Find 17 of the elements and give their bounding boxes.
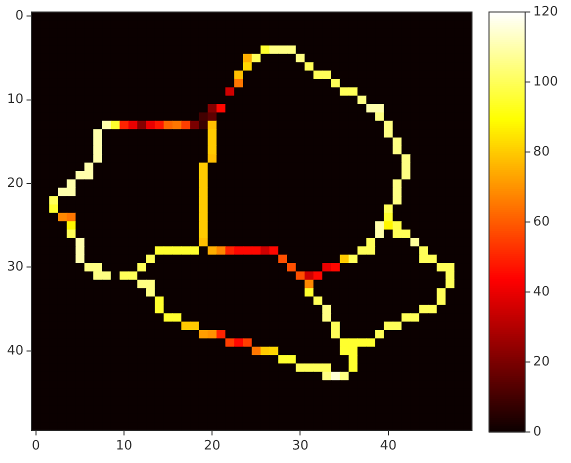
y-tick-label: 30: [6, 260, 24, 275]
color-bar-label: 20: [533, 354, 550, 370]
color-bar-label: 60: [533, 214, 550, 230]
color-bar-label: 120: [533, 4, 558, 20]
x-tick-label: 10: [116, 438, 132, 454]
x-tick-label: 0: [32, 438, 40, 454]
x-tick-label: 20: [204, 438, 220, 454]
color-bar-label: 0: [533, 424, 542, 440]
y-tick-label: 0: [15, 8, 24, 24]
color-bar-label: 100: [533, 74, 558, 90]
color-bar-label: 40: [533, 284, 550, 300]
x-tick-label: 30: [292, 438, 308, 454]
color-bar-label: 80: [533, 144, 550, 160]
y-tick-label: 10: [6, 92, 24, 108]
y-tick-label: 40: [6, 343, 24, 358]
y-tick-label: 20: [6, 176, 24, 191]
x-tick-label: 40: [380, 438, 397, 454]
